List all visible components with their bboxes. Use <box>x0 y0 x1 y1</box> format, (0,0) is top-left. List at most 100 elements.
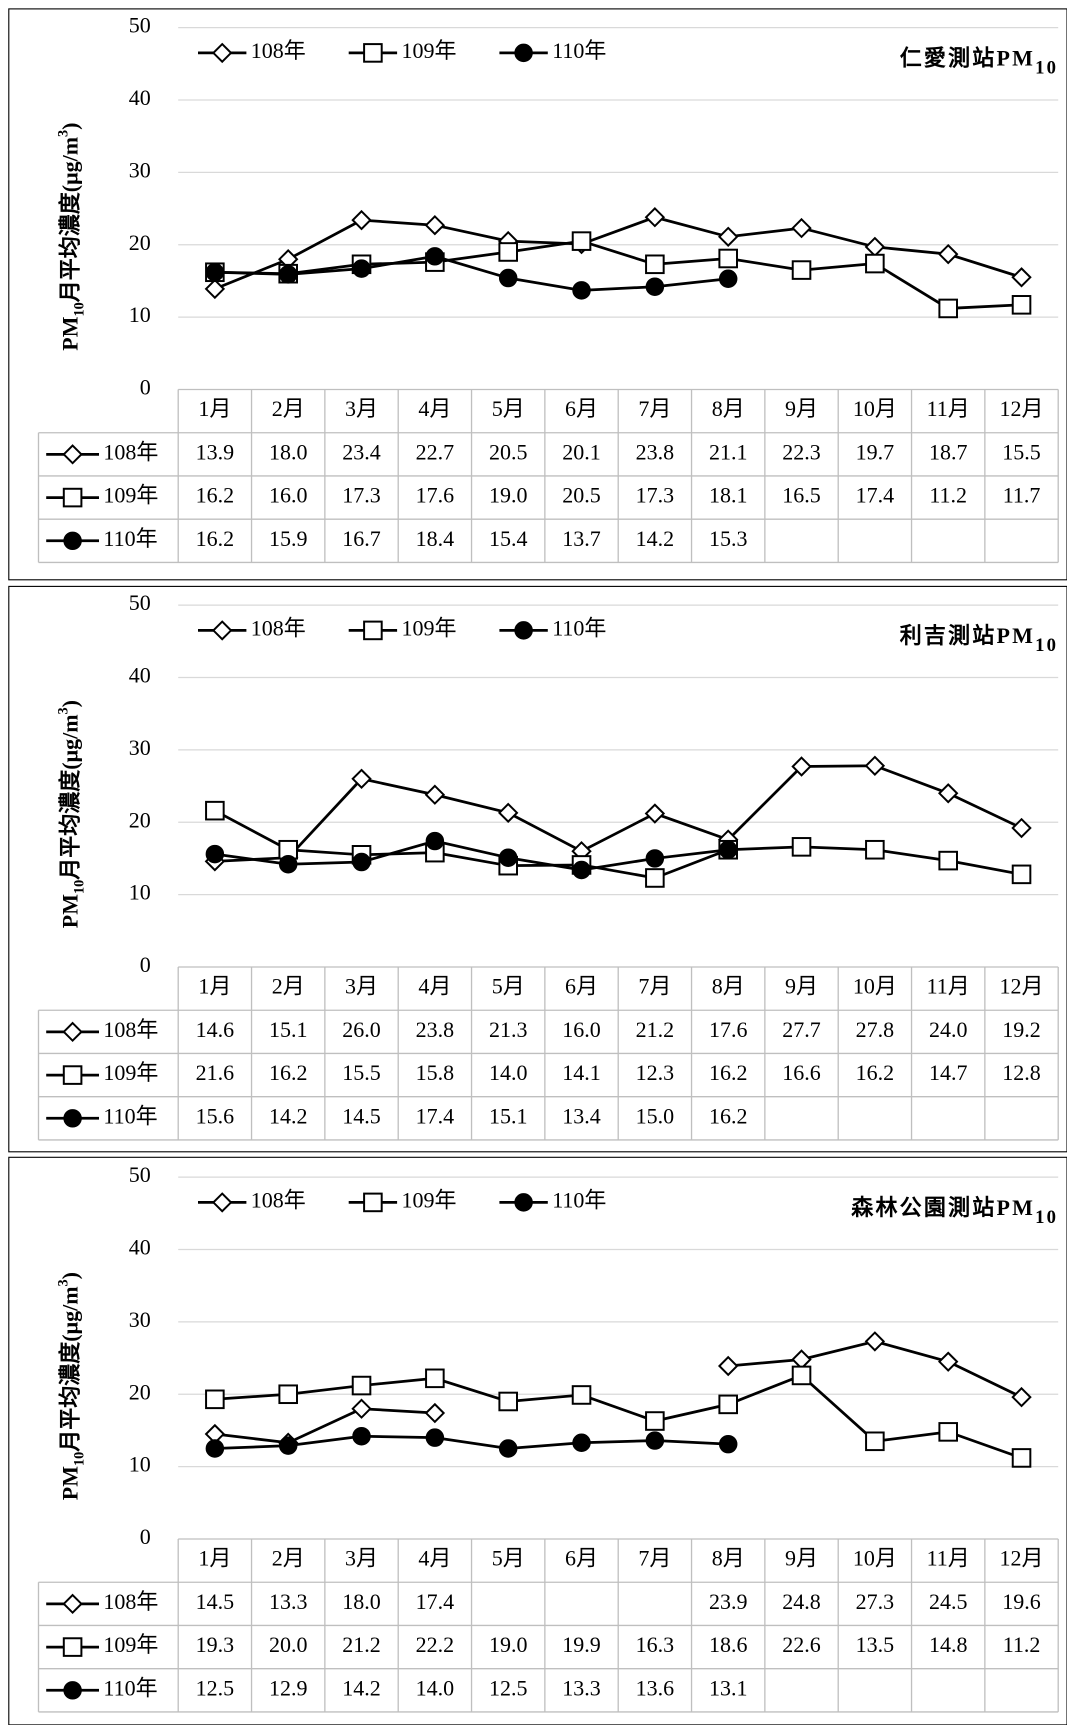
table-value: 17.6 <box>709 1017 748 1042</box>
panel-border <box>8 585 1067 1153</box>
series-line <box>214 764 1023 863</box>
table-value: 21.2 <box>636 1017 675 1042</box>
table-row-label: 108年 <box>103 1017 158 1042</box>
x-tick-label: 11月 <box>927 396 970 421</box>
table-value: 16.5 <box>782 483 821 508</box>
data-point <box>718 269 738 288</box>
y-axis-label-part: 3 <box>56 130 72 137</box>
data-point <box>865 1431 885 1452</box>
table-value: 16.2 <box>196 483 235 508</box>
table-value: 14.5 <box>196 1589 235 1614</box>
data-point <box>572 1433 591 1452</box>
y-axis-label-part: 3 <box>56 707 72 714</box>
table-value: 16.3 <box>636 1632 675 1657</box>
data-point <box>351 1375 372 1396</box>
table-value: 13.9 <box>196 439 235 464</box>
table-value: 15.0 <box>636 1103 675 1128</box>
table-value: 14.7 <box>929 1060 968 1085</box>
legend-marker <box>211 1192 233 1213</box>
table-value: 27.8 <box>856 1017 895 1042</box>
data-point <box>1011 1386 1032 1408</box>
data-point <box>572 860 591 880</box>
data-point <box>791 260 812 280</box>
data-point <box>204 278 226 300</box>
data-point <box>498 242 518 262</box>
x-tick-label: 8月 <box>712 1546 745 1571</box>
table-value: 19.2 <box>1002 1017 1041 1042</box>
table-row-label: 108年 <box>103 439 158 464</box>
y-axis-label-part: ) <box>58 700 83 707</box>
data-point <box>791 837 812 857</box>
legend-label: 108年 <box>251 1187 306 1212</box>
table-value: 16.2 <box>709 1103 748 1128</box>
table-value: 22.7 <box>416 439 455 464</box>
table-value: 16.0 <box>269 483 308 508</box>
x-tick-label: 6月 <box>565 974 598 999</box>
table-value: 15.9 <box>269 526 308 551</box>
data-point <box>205 1389 225 1410</box>
table-value: 23.8 <box>636 439 675 464</box>
data-point <box>865 839 885 860</box>
table-value: 22.6 <box>782 1632 821 1657</box>
y-axis-label: PM10月平均濃度(μg/m3) <box>56 1272 88 1500</box>
table-value: 19.3 <box>196 1632 235 1657</box>
data-point <box>644 207 666 228</box>
x-tick-label: 7月 <box>638 974 671 999</box>
chart-title: 仁愛測站PM10 <box>900 46 1059 79</box>
y-axis-label-part: 月平均濃度(μg/m <box>58 1286 83 1452</box>
y-tick-label: 0 <box>140 952 151 977</box>
table-value: 19.6 <box>1002 1589 1041 1614</box>
data-point <box>424 784 446 805</box>
y-axis-label: PM10月平均濃度(μg/m3) <box>56 122 88 350</box>
table-value: 23.8 <box>416 1017 455 1042</box>
x-tick-label: 6月 <box>565 1546 598 1571</box>
table-value: 15.1 <box>489 1103 528 1128</box>
data-point <box>1011 817 1032 839</box>
table-value: 21.1 <box>709 439 748 464</box>
x-tick-label: 12月 <box>1000 974 1044 999</box>
legend-marker <box>211 620 233 641</box>
table-legend-marker <box>62 1021 83 1043</box>
table-value: 23.9 <box>709 1589 748 1614</box>
table-legend-marker <box>62 487 83 508</box>
data-point <box>791 1365 812 1386</box>
series-line <box>214 239 1022 310</box>
data-point <box>425 247 445 266</box>
x-tick-label: 9月 <box>785 396 818 421</box>
data-point <box>278 1384 298 1405</box>
legend-marker <box>363 43 383 63</box>
table-value: 16.2 <box>196 526 235 551</box>
data-point <box>351 768 372 790</box>
data-point <box>864 755 886 776</box>
x-tick-label: 12月 <box>1000 396 1044 421</box>
table-value: 14.0 <box>416 1675 455 1700</box>
table-value: 18.6 <box>709 1632 748 1657</box>
x-tick-label: 7月 <box>638 396 671 421</box>
data-point <box>644 803 666 824</box>
y-tick-label: 40 <box>129 1235 151 1260</box>
chart-title-text: 仁愛測站PM <box>900 46 1035 71</box>
chart-title-text: 森林公園測站PM <box>851 1195 1035 1220</box>
x-tick-label: 2月 <box>272 1546 305 1571</box>
chart-title-subscript: 10 <box>1035 1207 1058 1228</box>
series-line <box>214 839 729 872</box>
data-point <box>352 1426 371 1446</box>
table-value: 15.8 <box>416 1060 455 1085</box>
table-row-label: 109年 <box>103 1632 158 1657</box>
table-value: 21.3 <box>489 1017 528 1042</box>
table-value: 20.1 <box>562 439 601 464</box>
table-value: 19.0 <box>489 483 528 508</box>
legend-label: 109年 <box>402 38 457 63</box>
table-value: 14.1 <box>562 1060 601 1085</box>
x-tick-label: 4月 <box>418 974 451 999</box>
table-value: 16.0 <box>562 1017 601 1042</box>
legend-label: 110年 <box>552 1187 606 1212</box>
data-point <box>865 253 885 274</box>
series-line <box>214 809 1022 880</box>
data-point <box>278 265 298 284</box>
data-point <box>205 263 225 282</box>
data-point <box>425 1428 445 1447</box>
table-value: 13.4 <box>562 1103 601 1128</box>
y-tick-label: 0 <box>140 375 151 400</box>
